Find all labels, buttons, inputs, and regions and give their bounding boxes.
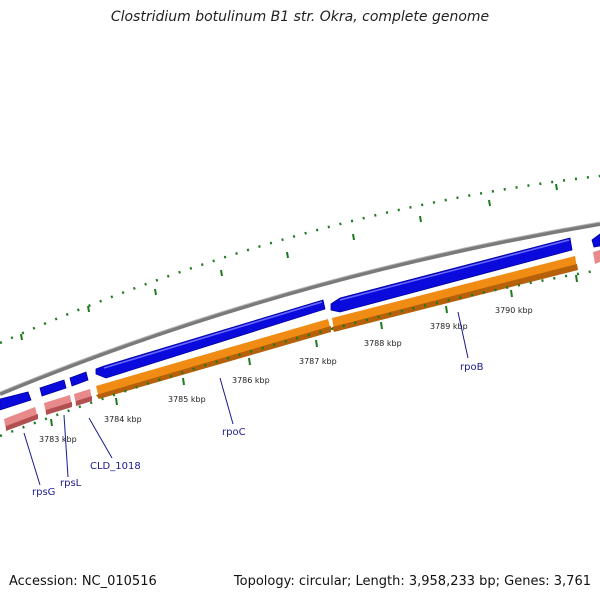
genome-summary: Topology: circular; Length: 3,958,233 bp…: [233, 574, 591, 589]
outer-major-ticks: [20, 183, 558, 341]
kbp-label-3790: 3790 kbp: [495, 306, 533, 315]
kbp-label-3787: 3787 kbp: [299, 357, 337, 366]
accession-label: Accession: NC_010516: [9, 574, 157, 589]
gene-label-rpsL: rpsL: [60, 478, 82, 489]
gene-next-block: [591, 233, 600, 248]
genome-backbone: [0, 222, 600, 396]
gene-label-leaders: [23, 311, 469, 486]
gene-CLD_1018-block: [69, 371, 89, 387]
kbp-label-3785: 3785 kbp: [168, 395, 206, 404]
rna-track: [4, 250, 600, 431]
inner-tick-ring: [0, 268, 600, 438]
gene-label-CLD_1018: CLD_1018: [90, 461, 141, 472]
forward-cds-track: [0, 233, 600, 411]
gene-label-rpsG: rpsG: [32, 487, 55, 498]
kbp-label-3786: 3786 kbp: [232, 376, 270, 385]
kbp-label-3789: 3789 kbp: [430, 322, 468, 331]
inner-major-ticks: [50, 274, 578, 427]
map-title: Clostridium botulinum B1 str. Okra, comp…: [110, 9, 490, 25]
gene-rpsL-block: [39, 379, 67, 397]
kbp-label-3784: 3784 kbp: [104, 415, 142, 424]
kbp-label-3788: 3788 kbp: [364, 339, 402, 348]
gene-label-rpoC: rpoC: [222, 427, 246, 438]
gene-label-rpoB: rpoB: [460, 362, 484, 373]
orf-track: [96, 256, 578, 399]
gene-rpoB-block: [330, 237, 573, 313]
gene-rpoC-block: [95, 299, 326, 379]
gene-rpsG-block: [0, 391, 32, 411]
kbp-label-3783: 3783 kbp: [39, 435, 77, 444]
